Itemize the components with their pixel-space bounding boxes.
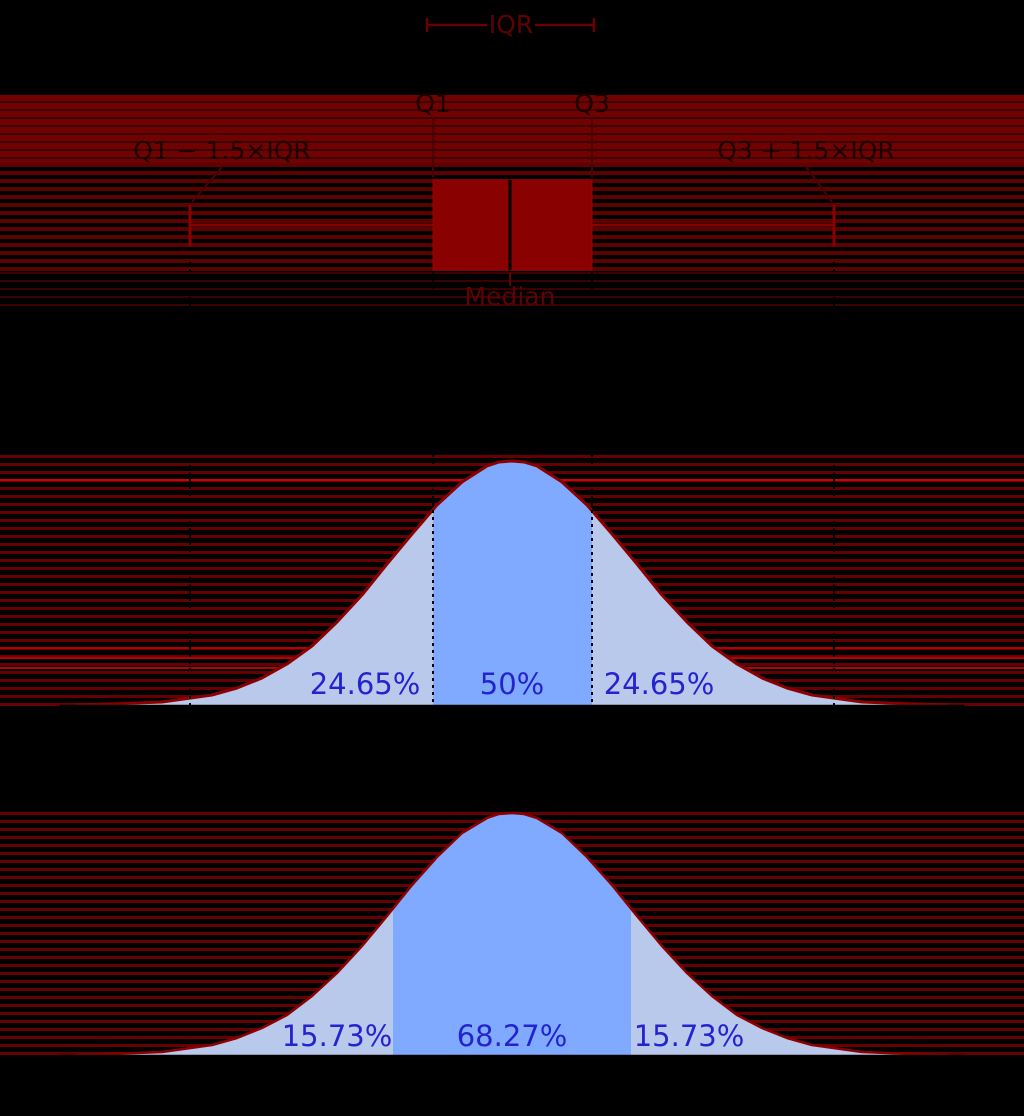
sigma-central-area [393,813,631,1056]
bottom-left-tail-percent: 15.73% [282,1019,393,1053]
pdf-central-area [433,461,592,706]
upper-whisker-pointer [805,166,833,203]
pdf-quartile-plot: 24.65% 50% 24.65% [60,248,964,708]
upper-whisker-label: Q3 + 1.5×IQR [717,136,895,165]
bottom-right-tail-percent: 15.73% [634,1019,745,1053]
q1-label: Q1 [415,89,451,118]
iqr-box [432,179,593,271]
sigma-curve-outline [74,811,950,1057]
boxplot: IQR Q1 Q3 Q1 − 1.5×IQR Q3 + 1.5×IQR Medi… [133,10,895,311]
lower-whisker-pointer [191,166,223,203]
middle-left-tail-percent: 24.65% [310,667,421,701]
bottom-center-percent: 68.27% [457,1019,568,1053]
pdf-sigma-plot: 15.73% 68.27% 15.73% [60,811,964,1058]
iqr-label: IQR [489,10,533,39]
middle-center-percent: 50% [480,667,544,701]
middle-right-tail-percent: 24.65% [604,667,715,701]
median-label: Median [465,282,556,311]
q3-label: Q3 [574,89,610,118]
pdf-curve-outline [74,459,950,707]
lower-whisker-label: Q1 − 1.5×IQR [133,136,311,165]
